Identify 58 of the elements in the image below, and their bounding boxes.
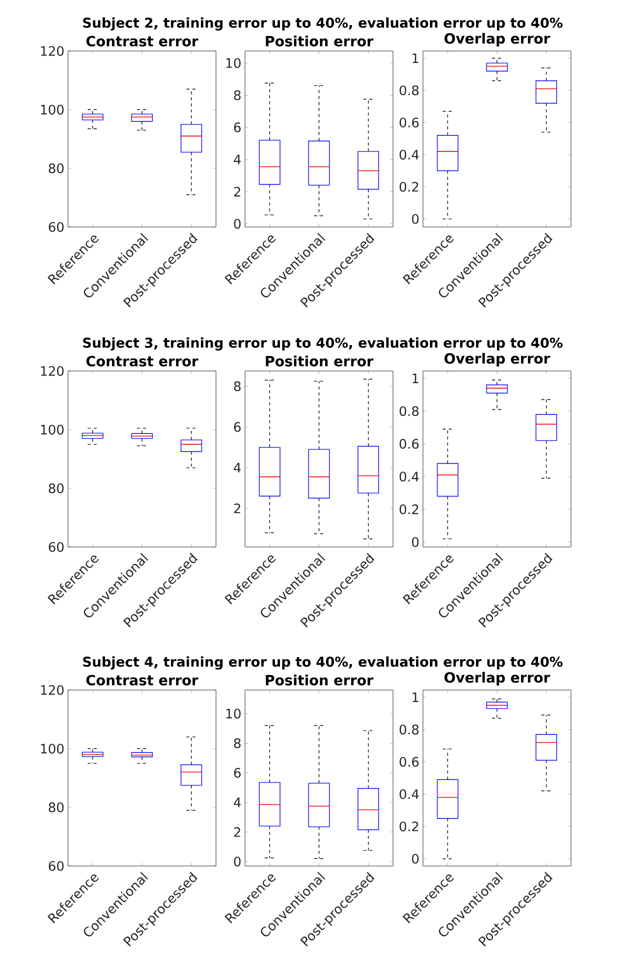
- y-tick-label: 80: [48, 163, 64, 174]
- y-tick-label: 4: [234, 154, 241, 164]
- y-tick-label: 2: [234, 504, 240, 514]
- chart-title: Position error: [266, 356, 374, 366]
- y-tick-label: 6: [234, 122, 241, 132]
- y-tick-label: 10: [226, 58, 241, 68]
- y-tick-label: 2: [234, 827, 240, 837]
- y-tick-label: 0.6: [400, 118, 419, 128]
- y-tick-label: 60: [48, 861, 64, 871]
- y-tick-label: 60: [48, 542, 64, 552]
- y-tick-label: 120: [41, 685, 64, 695]
- y-tick-label: 0.8: [400, 406, 419, 416]
- y-tick-label: 0: [412, 214, 419, 224]
- y-tick-label: 1: [412, 53, 418, 63]
- y-tick-label: 0.4: [400, 472, 419, 482]
- y-tick-label: 0: [412, 537, 419, 547]
- y-tick-label: 0: [234, 856, 241, 866]
- y-tick-label: 8: [234, 90, 241, 100]
- y-tick-label: 6: [234, 422, 241, 432]
- y-tick-label: 0.6: [400, 438, 419, 449]
- y-tick-label: 1: [412, 692, 418, 702]
- y-tick-label: 4: [234, 798, 241, 808]
- y-tick-label: 100: [41, 744, 64, 754]
- y-tick-label: 120: [41, 46, 64, 56]
- y-tick-label: 0.2: [400, 504, 418, 514]
- y-tick-label: 80: [48, 483, 64, 494]
- y-tick-label: 8: [234, 381, 241, 392]
- y-tick-label: 8: [234, 738, 241, 748]
- y-tick-label: 4: [234, 462, 241, 472]
- y-tick-label: 6: [234, 768, 241, 778]
- y-tick-label: 0.6: [400, 756, 419, 767]
- chart-title: Overlap error: [444, 672, 550, 686]
- y-tick-label: 1: [412, 374, 418, 384]
- chart-title: Contrast error: [86, 674, 198, 686]
- y-tick-label: 0.8: [400, 724, 419, 734]
- y-tick-label: 0.8: [400, 85, 419, 96]
- chart-title: Contrast error: [86, 36, 198, 46]
- y-tick-label: 120: [41, 366, 64, 376]
- chart-title: Overlap error: [444, 32, 550, 46]
- chart-title: Contrast error: [86, 356, 198, 366]
- y-tick-label: 0.4: [400, 789, 419, 800]
- y-tick-label: 0: [412, 854, 419, 864]
- y-tick-label: 100: [41, 104, 64, 115]
- y-tick-label: 10: [226, 708, 241, 719]
- y-tick-label: 100: [41, 424, 64, 435]
- chart-title: Position error: [266, 36, 374, 46]
- text: Subject 2, training error up to 40%, evaluation error up to 40%: [83, 17, 563, 31]
- y-tick-label: 0.4: [400, 150, 419, 160]
- chart-title: Overlap error: [444, 352, 550, 366]
- y-tick-label: 0.2: [400, 182, 418, 192]
- y-tick-label: 0.2: [400, 822, 418, 832]
- y-tick-label: 80: [48, 802, 64, 812]
- y-tick-label: 60: [48, 222, 64, 232]
- text: Subject 3, training error up to 40%, evaluation error up to 40%: [83, 337, 563, 351]
- y-tick-label: 2: [234, 186, 240, 196]
- chart-title: Position error: [266, 674, 374, 686]
- text: Subject 4, training error up to 40%, evaluation error up to 40%: [83, 656, 563, 670]
- y-tick-label: 0: [234, 218, 241, 229]
